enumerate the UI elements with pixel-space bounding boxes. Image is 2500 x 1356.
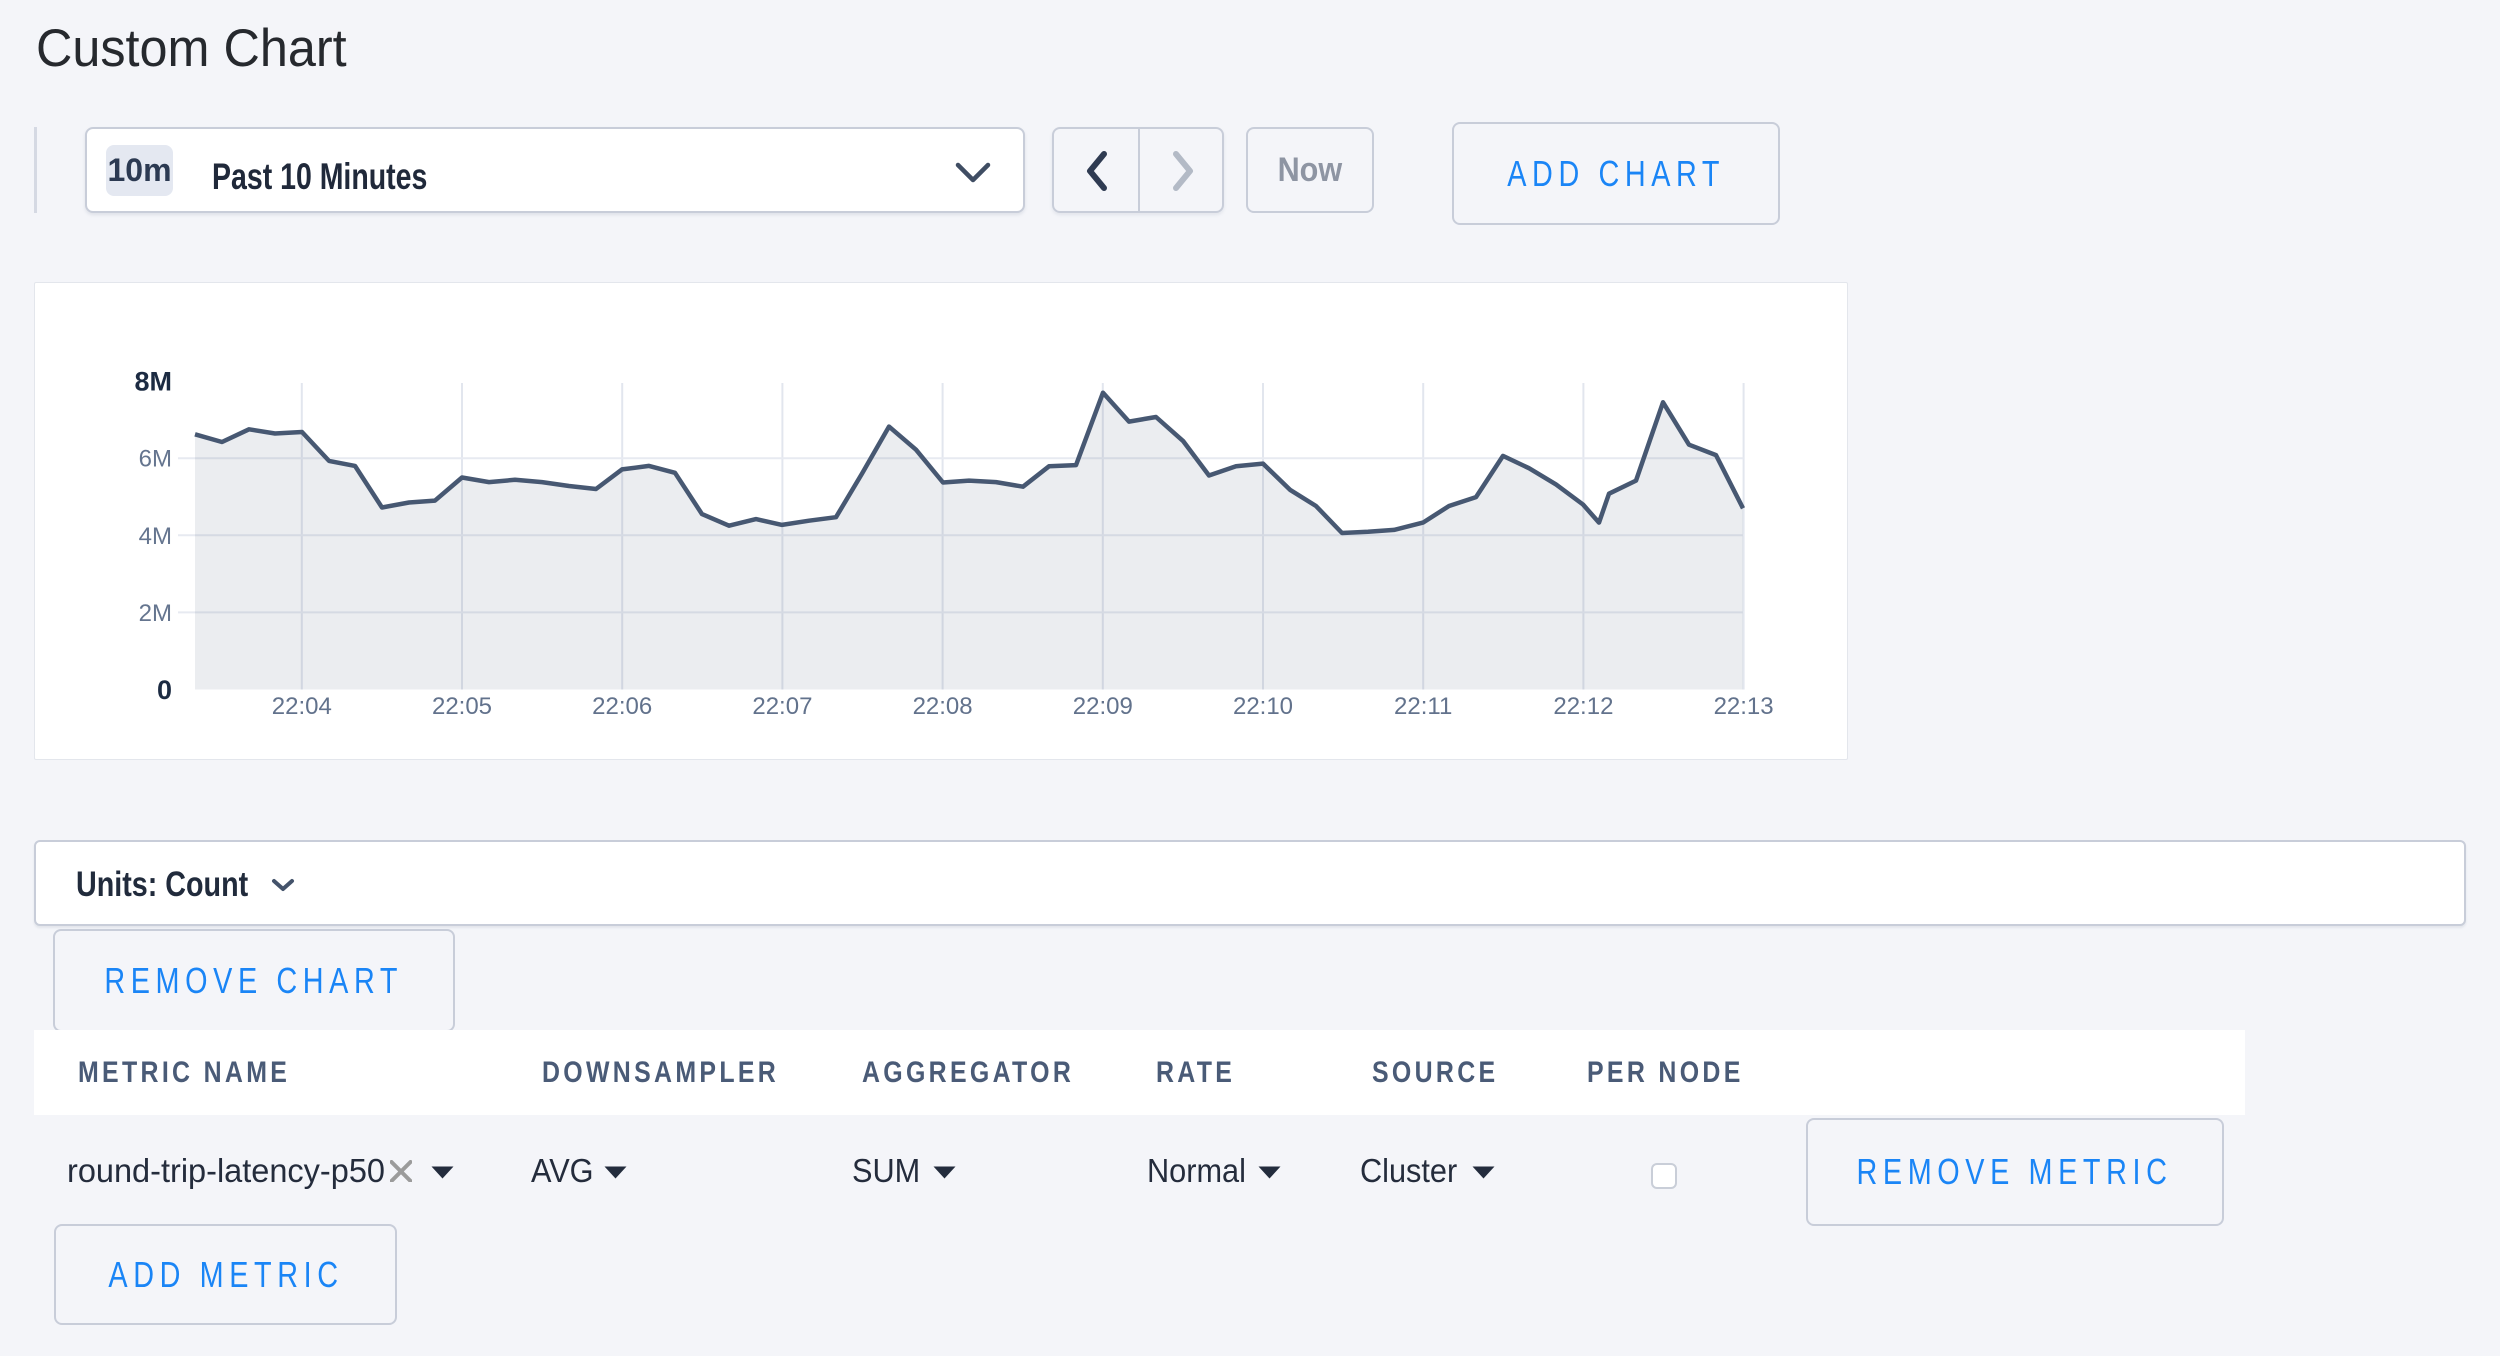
svg-text:22:08: 22:08 — [913, 693, 973, 720]
svg-text:22:06: 22:06 — [592, 693, 652, 720]
svg-text:2M: 2M — [139, 600, 172, 627]
svg-text:22:11: 22:11 — [1394, 693, 1452, 720]
svg-text:22:04: 22:04 — [272, 693, 332, 720]
svg-text:22:10: 22:10 — [1233, 693, 1293, 720]
svg-text:22:09: 22:09 — [1073, 693, 1133, 720]
svg-text:22:07: 22:07 — [752, 693, 812, 720]
svg-text:22:12: 22:12 — [1553, 693, 1613, 720]
svg-text:22:13: 22:13 — [1714, 693, 1774, 720]
svg-text:6M: 6M — [139, 446, 172, 473]
svg-text:0: 0 — [157, 675, 172, 705]
svg-text:4M: 4M — [139, 523, 172, 550]
svg-text:8M: 8M — [134, 367, 172, 397]
svg-text:22:05: 22:05 — [432, 693, 492, 720]
